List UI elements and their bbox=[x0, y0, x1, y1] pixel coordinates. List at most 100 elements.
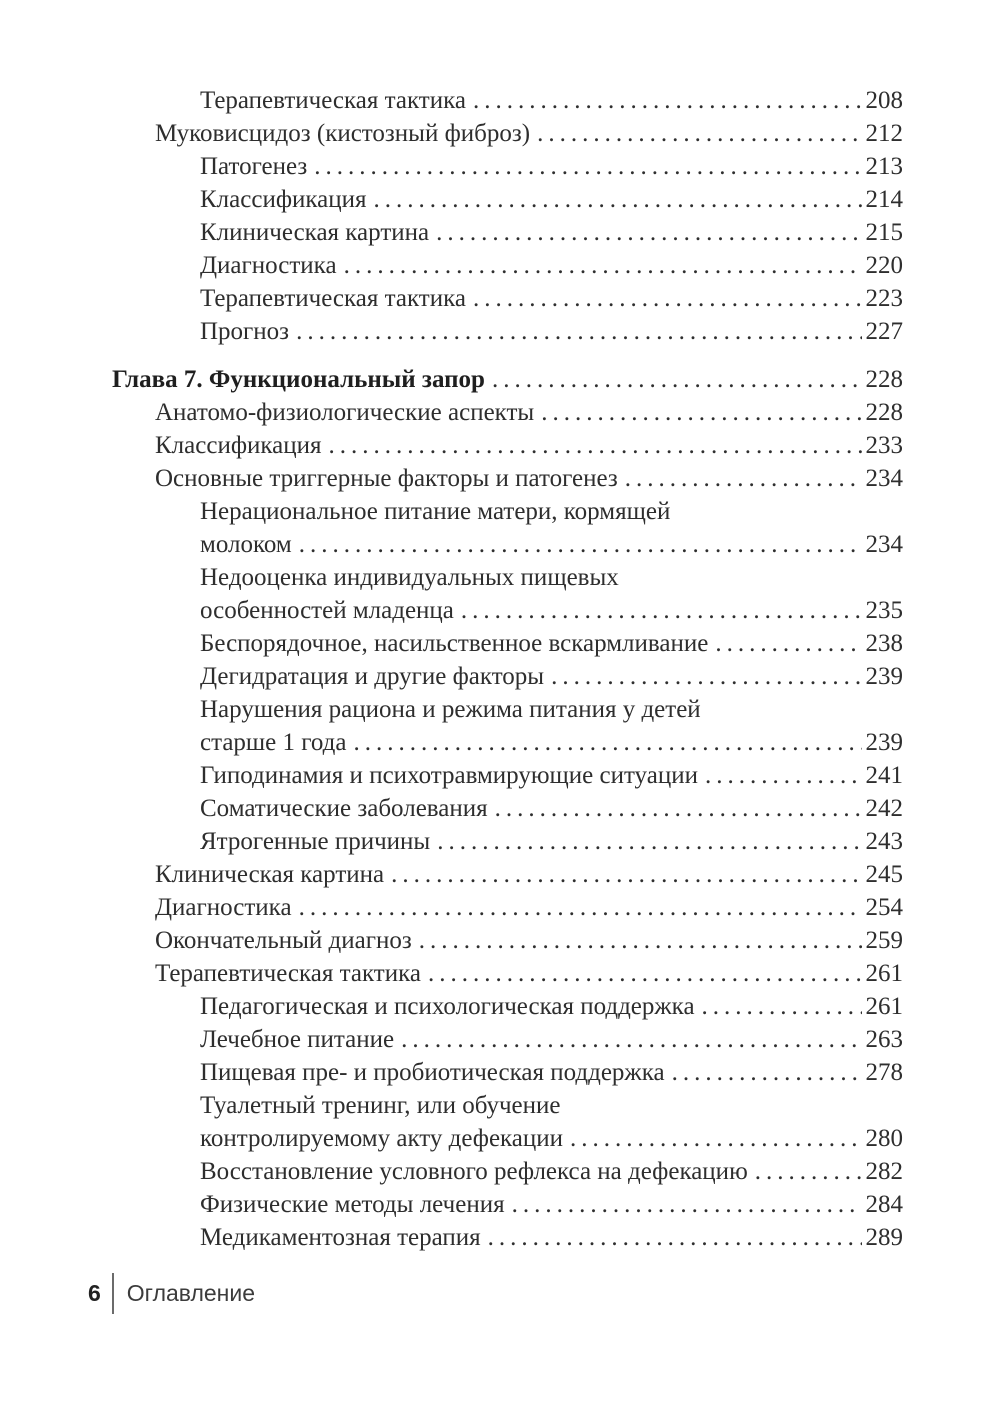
dot-leader bbox=[419, 924, 862, 957]
dot-leader bbox=[715, 627, 861, 660]
toc-entry-title: Основные триггерные факторы и патогенез bbox=[155, 465, 618, 492]
toc-entry-title: Гиподинамия и психотравмирующие ситуации bbox=[200, 762, 698, 789]
toc-entry: Муковисцидоз (кистозный фиброз) 212 bbox=[112, 117, 903, 150]
toc-entry-title: Нерациональное питание матери, кормящей bbox=[200, 498, 671, 525]
toc-entry: Медикаментозная терапия 289 bbox=[112, 1221, 903, 1254]
toc-entry-page-number: 259 bbox=[865, 927, 904, 954]
dot-leader bbox=[537, 117, 861, 150]
table-of-contents: Терапевтическая тактика 208 Муковисцидоз… bbox=[112, 84, 903, 1254]
dot-leader bbox=[705, 759, 862, 792]
toc-entry-page-number: 234 bbox=[865, 531, 904, 558]
toc-entry: Туалетный тренинг, или обучение bbox=[112, 1089, 903, 1122]
toc-entry-title: Муковисцидоз (кистозный фиброз) bbox=[155, 120, 531, 147]
toc-entry-page-number: 213 bbox=[865, 153, 904, 180]
toc-entry: Гиподинамия и психотравмирующие ситуации… bbox=[112, 759, 903, 792]
toc-entry: Нарушения рациона и режима питания у дет… bbox=[112, 693, 903, 726]
dot-leader bbox=[296, 315, 861, 348]
toc-entry-title: Классификация bbox=[200, 186, 367, 213]
toc-entry: Терапевтическая тактика 223 bbox=[112, 282, 903, 315]
dot-leader bbox=[344, 249, 862, 282]
toc-entry-title: Окончательный диагноз bbox=[155, 927, 412, 954]
toc-entry-page-number: 282 bbox=[865, 1158, 904, 1185]
dot-leader bbox=[625, 462, 862, 495]
dot-leader bbox=[512, 1188, 862, 1221]
toc-entry-page-number: 280 bbox=[865, 1125, 904, 1152]
footer-divider bbox=[111, 1272, 114, 1314]
toc-entry: Патогенез 213 bbox=[112, 150, 903, 183]
dot-leader bbox=[492, 363, 862, 396]
toc-entry-title: Терапевтическая тактика bbox=[200, 285, 466, 312]
toc-entry-title: контролируемому акту дефекации bbox=[200, 1125, 564, 1152]
dot-leader bbox=[702, 990, 862, 1023]
dot-leader bbox=[541, 396, 861, 429]
toc-entry-page-number: 261 bbox=[865, 960, 904, 987]
dot-leader bbox=[374, 183, 862, 216]
toc-chapter-entry: Глава 7. Функциональный запор 228 bbox=[112, 363, 903, 396]
dot-leader bbox=[354, 726, 862, 759]
dot-leader bbox=[401, 1023, 861, 1056]
toc-entry-title: Прогноз bbox=[200, 318, 290, 345]
dot-leader bbox=[436, 216, 861, 249]
page-footer: 6 Оглавление bbox=[88, 1272, 255, 1314]
dot-leader bbox=[299, 528, 862, 561]
dot-leader bbox=[755, 1155, 862, 1188]
toc-entry: Лечебное питание 263 bbox=[112, 1023, 903, 1056]
toc-entry: Диагностика 220 bbox=[112, 249, 903, 282]
toc-entry: Пищевая пре- и пробиотическая поддержка … bbox=[112, 1056, 903, 1089]
toc-entry-title: особенностей младенца bbox=[200, 597, 454, 624]
toc-entry-page-number: 243 bbox=[865, 828, 904, 855]
toc-entry-page-number: 239 bbox=[865, 663, 904, 690]
toc-entry: Педагогическая и психологическая поддерж… bbox=[112, 990, 903, 1023]
toc-entry-page-number: 238 bbox=[865, 630, 904, 657]
toc-entry: Клиническая картина 215 bbox=[112, 216, 903, 249]
toc-entry-title: Клиническая картина bbox=[155, 861, 385, 888]
toc-entry-page-number: 234 bbox=[865, 465, 904, 492]
toc-entry: Диагностика 254 bbox=[112, 891, 903, 924]
toc-entry-title: Соматические заболевания bbox=[200, 795, 488, 822]
toc-entry-page-number: 289 bbox=[865, 1224, 904, 1251]
toc-entry: Физические методы лечения 284 bbox=[112, 1188, 903, 1221]
toc-entry: молоком 234 bbox=[112, 528, 903, 561]
toc-entry-page-number: 227 bbox=[865, 318, 904, 345]
toc-entry-page-number: 263 bbox=[865, 1026, 904, 1053]
toc-entry: Терапевтическая тактика 261 bbox=[112, 957, 903, 990]
toc-entry-page-number: 241 bbox=[865, 762, 904, 789]
toc-entry-title: Ятрогенные причины bbox=[200, 828, 431, 855]
toc-entry: Прогноз 227 bbox=[112, 315, 903, 348]
toc-entry-page-number: 242 bbox=[865, 795, 904, 822]
dot-leader bbox=[551, 660, 861, 693]
toc-entry-page-number: 215 bbox=[865, 219, 904, 246]
running-title: Оглавление bbox=[126, 1279, 256, 1306]
toc-entry: Анатомо-физиологические аспекты 228 bbox=[112, 396, 903, 429]
toc-entry: Терапевтическая тактика 208 bbox=[112, 84, 903, 117]
toc-entry: Беспорядочное, насильственное вскармлива… bbox=[112, 627, 903, 660]
toc-entry-title: Туалетный тренинг, или обучение bbox=[200, 1092, 561, 1119]
toc-entry-title: Классификация bbox=[155, 432, 322, 459]
toc-entry: Классификация 214 bbox=[112, 183, 903, 216]
toc-entry-page-number: 208 bbox=[865, 87, 904, 114]
dot-leader bbox=[495, 792, 862, 825]
toc-entry-title: Восстановление условного рефлекса на деф… bbox=[200, 1158, 748, 1185]
toc-entry-title: Беспорядочное, насильственное вскармлива… bbox=[200, 630, 709, 657]
dot-leader bbox=[473, 84, 862, 117]
toc-entry-title: молоком bbox=[200, 531, 292, 558]
toc-entry-title: Глава 7. Функциональный запор bbox=[112, 366, 485, 393]
toc-entry: Ятрогенные причины 243 bbox=[112, 825, 903, 858]
dot-leader bbox=[672, 1056, 862, 1089]
toc-entry-page-number: 245 bbox=[865, 861, 904, 888]
toc-entry-page-number: 239 bbox=[865, 729, 904, 756]
toc-entry-page-number: 223 bbox=[865, 285, 904, 312]
toc-entry-page-number: 228 bbox=[865, 366, 904, 393]
dot-leader bbox=[473, 282, 862, 315]
toc-entry: Соматические заболевания 242 bbox=[112, 792, 903, 825]
toc-entry-page-number: 212 bbox=[865, 120, 904, 147]
toc-entry-page-number: 261 bbox=[865, 993, 904, 1020]
toc-entry-title: старше 1 года bbox=[200, 729, 347, 756]
toc-entry-page-number: 220 bbox=[865, 252, 904, 279]
dot-leader bbox=[428, 957, 862, 990]
toc-entry-title: Терапевтическая тактика bbox=[200, 87, 466, 114]
toc-entry: Восстановление условного рефлекса на деф… bbox=[112, 1155, 903, 1188]
toc-entry: контролируемому акту дефекации 280 bbox=[112, 1122, 903, 1155]
toc-entry-title: Диагностика bbox=[200, 252, 337, 279]
